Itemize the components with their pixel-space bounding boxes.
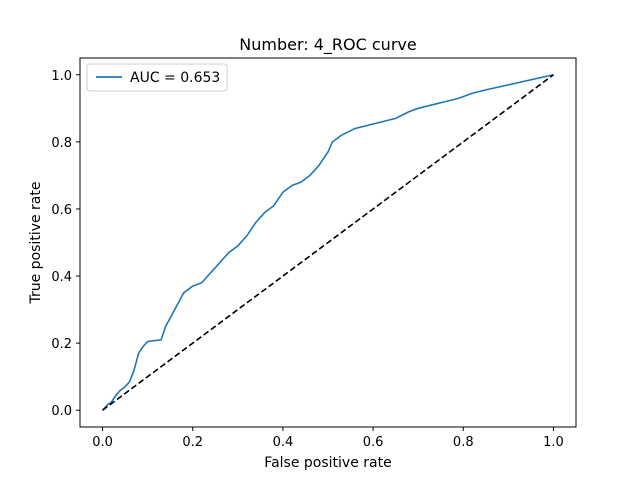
chart-title: Number: 4_ROC curve [239,35,416,55]
x-tick-label: 1.0 [543,435,564,450]
y-tick-label: 0.2 [51,337,72,352]
legend-box [86,63,228,92]
legend: AUC = 0.653 [86,63,228,92]
x-tick-label: 0.2 [182,435,203,450]
y-tick-label: 0.0 [51,404,72,419]
roc-curve-line [101,73,554,411]
x-tick-label: 0.0 [92,435,113,450]
y-tick-label: 1.0 [51,69,72,84]
y-axis-label: True positive rate [28,182,44,305]
y-tick-label: 0.8 [51,136,72,151]
y-tick-label: 0.6 [51,203,72,218]
y-axis-ticks: 0.0 0.2 0.4 0.6 0.8 1.0 [51,69,80,419]
x-axis-ticks: 0.0 0.2 0.4 0.6 0.8 1.0 [92,427,564,450]
x-tick-label: 0.4 [273,435,294,450]
axes-frame [79,57,577,428]
legend-label: AUC = 0.653 [130,70,220,86]
x-axis-label: False positive rate [264,455,391,471]
x-tick-label: 0.6 [363,435,384,450]
plot-area [101,73,554,411]
chance-diagonal-line [102,74,554,411]
x-tick-label: 0.8 [453,435,474,450]
y-tick-label: 0.4 [51,270,72,285]
